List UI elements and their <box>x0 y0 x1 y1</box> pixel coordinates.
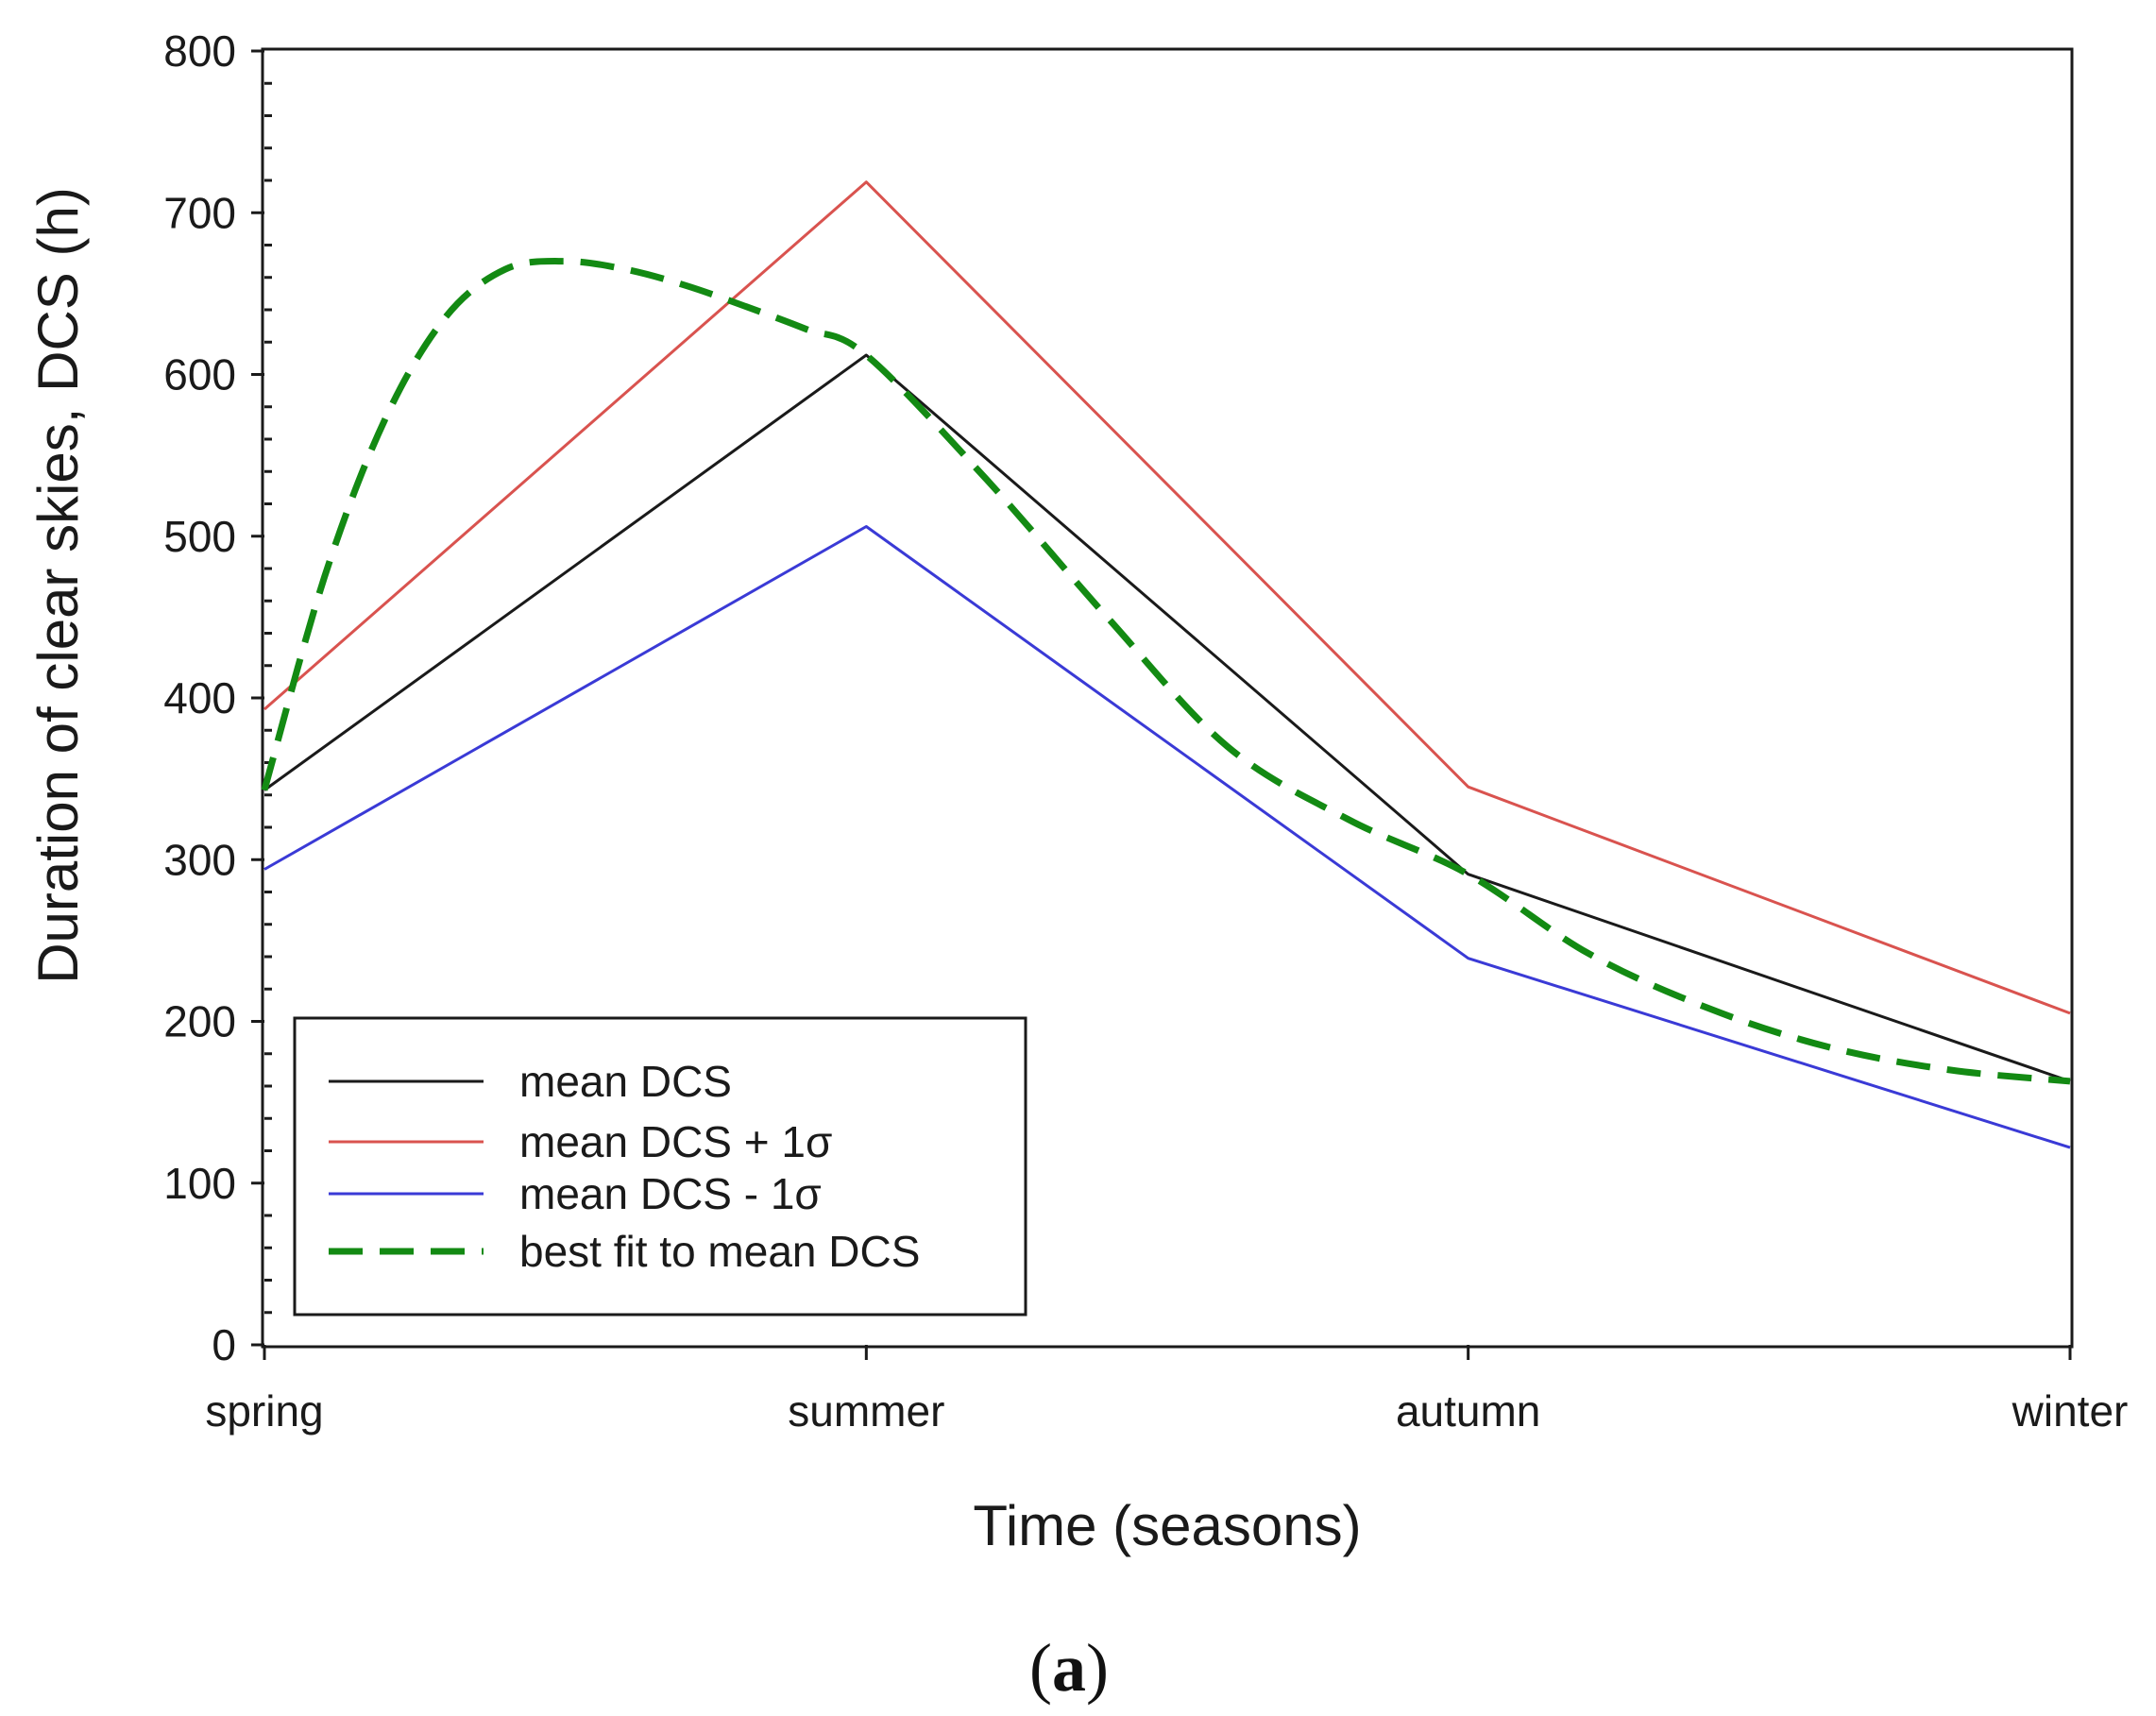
series-line-1 <box>263 180 2071 1015</box>
x-axis-title: Time (seasons) <box>973 1494 1361 1557</box>
y-tick-label: 700 <box>163 188 236 237</box>
legend-label-minus: mean DCS - 1σ <box>519 1169 822 1218</box>
x-tick-label-winter: winter <box>2012 1386 2129 1436</box>
y-tick-label: 200 <box>163 997 236 1046</box>
y-tick-label: 0 <box>212 1320 236 1369</box>
legend-box <box>293 1016 1027 1317</box>
panel-label-open: ( <box>1029 1630 1052 1706</box>
y-tick-label: 500 <box>163 512 236 561</box>
series-layer <box>261 180 2071 1149</box>
series-line-3 <box>261 258 2071 1085</box>
x-tick-label-summer: summer <box>788 1386 944 1436</box>
panel-label-letter: a <box>1052 1630 1086 1706</box>
legend-label-mean: mean DCS <box>519 1057 732 1106</box>
y-axis-title: Duration of clear skies, DCS (h) <box>26 187 90 984</box>
panel-label: (a) <box>1029 1630 1109 1706</box>
series-line-2 <box>263 525 2071 1149</box>
y-tick-label: 600 <box>163 350 236 399</box>
panel-label-close: ) <box>1086 1630 1109 1706</box>
x-tick-label-autumn: autumn <box>1396 1386 1540 1436</box>
y-tick-label: 100 <box>163 1159 236 1208</box>
legend-label-fit: best fit to mean DCS <box>519 1227 920 1276</box>
series-line-0 <box>263 353 2071 1083</box>
x-tick-label-spring: spring <box>205 1386 323 1436</box>
y-tick-label: 800 <box>163 26 236 76</box>
x-axis: spring summer autumn winter <box>205 1345 2128 1436</box>
y-tick-label: 400 <box>163 673 236 722</box>
y-tick-label: 300 <box>163 835 236 884</box>
y-axis: 0 100 200 300 400 500 600 700 800 <box>163 26 272 1369</box>
legend-label-plus: mean DCS + 1σ <box>519 1117 832 1166</box>
legend: mean DCS mean DCS + 1σ mean DCS - 1σ bes… <box>293 1016 1027 1317</box>
